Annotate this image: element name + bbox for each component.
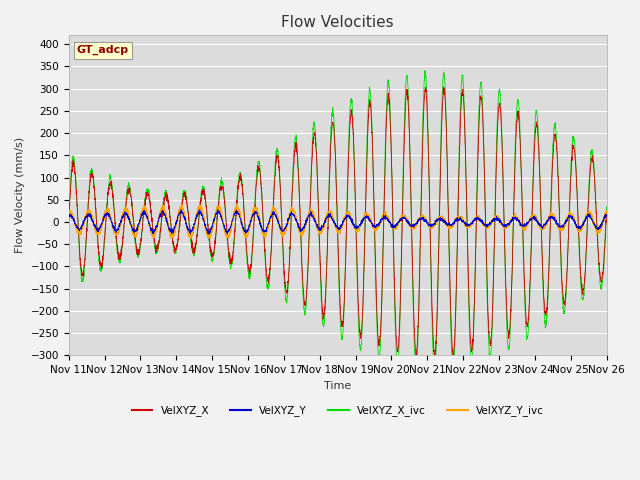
VelXYZ_X_ivc — [534, 136, 542, 142]
VelXYZ_Y — [205, 231, 213, 237]
VelXYZ_Y_ivc — [603, 209, 611, 215]
VelXYZ_X — [593, 209, 600, 215]
VelXYZ_Y — [603, 212, 611, 217]
VelXYZ_X_ivc — [271, 165, 279, 170]
VelXYZ_Y_ivc — [593, 227, 600, 232]
VelXYZ_Y — [214, 206, 221, 212]
VelXYZ_X — [603, 208, 611, 214]
Line: VelXYZ_Y: VelXYZ_Y — [68, 209, 607, 234]
VelXYZ_Y_ivc — [126, 217, 134, 223]
Legend: VelXYZ_X, VelXYZ_Y, VelXYZ_X_ivc, VelXYZ_Y_ivc: VelXYZ_X, VelXYZ_Y, VelXYZ_X_ivc, VelXYZ… — [127, 401, 548, 420]
VelXYZ_X_ivc — [158, 211, 166, 217]
VelXYZ_X_ivc — [593, 214, 600, 220]
Line: VelXYZ_X_ivc: VelXYZ_X_ivc — [68, 71, 607, 372]
VelXYZ_Y_ivc — [65, 209, 72, 215]
X-axis label: Time: Time — [324, 381, 351, 391]
VelXYZ_Y — [295, 221, 303, 227]
VelXYZ_X_ivc — [603, 204, 611, 210]
VelXYZ_Y_ivc — [187, 235, 195, 241]
VelXYZ_Y — [593, 226, 600, 231]
VelXYZ_Y_ivc — [158, 204, 166, 210]
VelXYZ_X — [449, 355, 457, 361]
Title: Flow Velocities: Flow Velocities — [282, 15, 394, 30]
VelXYZ_X — [271, 172, 279, 178]
VelXYZ_Y_ivc — [271, 207, 279, 213]
VelXYZ_X_ivc — [421, 68, 429, 73]
VelXYZ_X — [65, 216, 72, 222]
VelXYZ_Y — [534, 220, 542, 226]
VelXYZ_X — [534, 141, 542, 147]
Y-axis label: Flow Velocity (mm/s): Flow Velocity (mm/s) — [15, 137, 25, 253]
VelXYZ_X — [158, 214, 166, 219]
VelXYZ_X_ivc — [126, 186, 134, 192]
VelXYZ_Y_ivc — [534, 222, 542, 228]
VelXYZ_Y_ivc — [295, 226, 303, 232]
VelXYZ_Y — [126, 220, 134, 226]
Line: VelXYZ_Y_ivc: VelXYZ_Y_ivc — [68, 205, 607, 238]
VelXYZ_Y — [271, 212, 279, 218]
VelXYZ_X — [126, 190, 134, 196]
Text: GT_adcp: GT_adcp — [77, 45, 129, 55]
VelXYZ_Y — [65, 211, 72, 217]
VelXYZ_Y_ivc — [233, 202, 241, 208]
Line: VelXYZ_X: VelXYZ_X — [68, 87, 607, 358]
VelXYZ_X_ivc — [431, 370, 438, 375]
VelXYZ_X_ivc — [65, 214, 72, 220]
VelXYZ_X — [440, 84, 447, 90]
VelXYZ_Y — [158, 208, 166, 214]
VelXYZ_X — [294, 170, 302, 176]
VelXYZ_X_ivc — [294, 167, 302, 173]
